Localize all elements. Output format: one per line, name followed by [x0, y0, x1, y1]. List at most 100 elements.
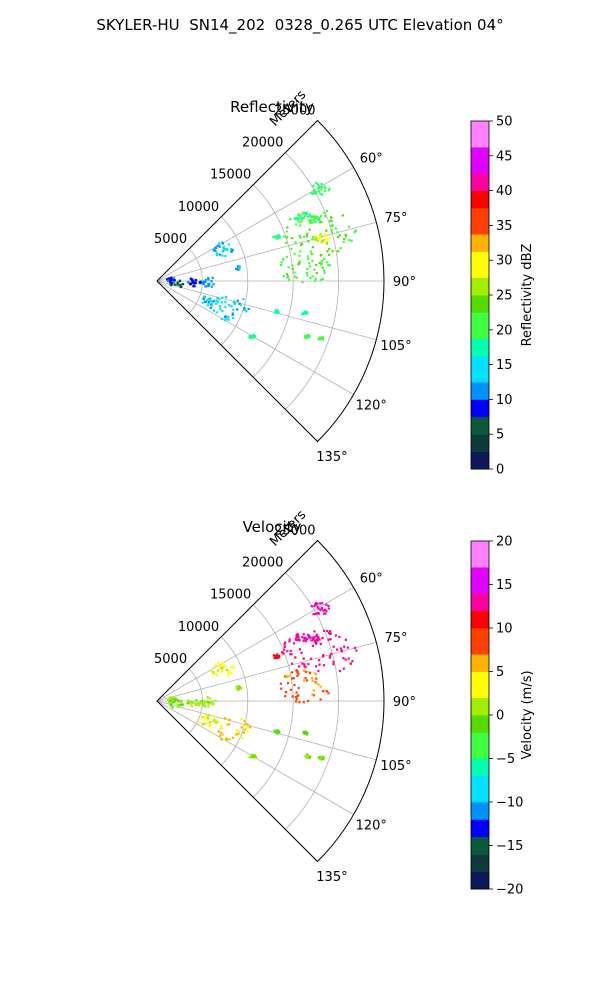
echo-pixel	[282, 652, 285, 655]
colorbar-segment	[471, 845, 489, 855]
echo-pixel	[298, 234, 301, 237]
echo-pixel	[242, 731, 245, 734]
echo-pixel	[225, 296, 228, 299]
echo-pixel	[169, 697, 172, 700]
echo-pixel	[327, 604, 330, 607]
echo-pixel	[202, 704, 205, 707]
colorbar-tick-label: 10	[496, 622, 513, 637]
azimuth-tick-label: 60°	[360, 151, 383, 166]
echo-pixel	[330, 220, 333, 223]
echo-pixel	[211, 669, 214, 672]
echo-pixel	[309, 671, 312, 675]
echo-pixel	[313, 217, 316, 220]
echo-pixel	[307, 670, 310, 673]
echo-pixel	[295, 223, 298, 226]
echo-pixel	[277, 234, 280, 237]
colorbar-segment	[471, 425, 489, 435]
echo-pixel	[311, 275, 314, 278]
colorbar-segment	[471, 147, 489, 157]
echo-pixel	[212, 671, 215, 674]
echo-pixel	[297, 687, 300, 690]
echo-pixel	[322, 269, 326, 272]
echo-cell	[201, 295, 219, 307]
echo-pixel	[286, 682, 290, 685]
echo-pixel	[284, 695, 287, 698]
echo-pixel	[300, 217, 303, 220]
echo-pixel	[174, 283, 177, 286]
echo-pixel	[302, 657, 305, 660]
echo-pixel	[301, 662, 304, 665]
echo-pixel	[298, 260, 301, 263]
echo-pixel	[220, 724, 223, 727]
echo-pixel	[236, 265, 239, 268]
echo-pixel	[327, 632, 330, 635]
echo-pixel	[306, 267, 309, 270]
echo-pixel	[236, 685, 239, 688]
echo-pixel	[283, 648, 286, 651]
echo-pixel	[318, 185, 321, 188]
colorbar-segment	[471, 390, 489, 400]
echo-pixel	[348, 225, 351, 228]
colorbar-segment	[471, 173, 489, 183]
figure-title: SKYLER-HU SN14_202 0328_0.265 UTC Elevat…	[96, 16, 504, 34]
echo-pixel	[214, 673, 217, 676]
echo-pixel	[341, 214, 344, 217]
echo-pixel	[355, 649, 358, 652]
echo-pixel	[309, 276, 312, 279]
echo-pixel	[214, 249, 217, 252]
echo-pixel	[169, 281, 172, 284]
colorbar-segment	[471, 242, 489, 252]
echo-pixel	[311, 192, 314, 195]
echo-pixel	[274, 731, 277, 734]
echo-pixel	[285, 230, 289, 233]
colorbar-segment	[471, 408, 489, 418]
echo-pixel	[326, 238, 329, 241]
sector-frame	[156, 119, 385, 443]
echo-pixel	[227, 671, 230, 674]
echo-pixel	[218, 298, 221, 301]
echo-pixel	[282, 258, 285, 261]
echo-pixel	[318, 237, 321, 240]
echo-pixel	[171, 278, 174, 281]
echo-pixel	[218, 665, 222, 668]
echo-pixel	[223, 738, 226, 741]
range-tick-label: 15000	[210, 588, 251, 603]
echo-pixel	[324, 612, 327, 615]
echo-pixel	[306, 274, 309, 277]
echo-pixel	[227, 674, 230, 677]
echo-pixel	[243, 309, 246, 312]
echo-pixel	[222, 661, 225, 664]
echo-pixel	[296, 670, 299, 673]
echo-pixel	[209, 303, 213, 306]
echo-pixel	[329, 638, 332, 641]
echo-pixel	[275, 656, 278, 659]
echo-pixel	[222, 664, 225, 667]
range-tick-label: 10000	[178, 200, 219, 215]
echo-pixel	[346, 646, 349, 649]
echo-pixel	[231, 313, 234, 316]
echo-pixel	[295, 698, 298, 701]
echo-pixel	[222, 247, 225, 250]
colorbar-segment	[471, 723, 489, 733]
echo-pixel	[331, 224, 334, 227]
echo-pixel	[251, 336, 255, 339]
echo-pixel	[308, 265, 311, 268]
echo-pixel	[205, 280, 208, 283]
echo-pixel	[302, 669, 306, 672]
echo-cell	[294, 632, 312, 643]
echo-pixel	[338, 234, 341, 237]
echo-pixel	[308, 335, 311, 338]
echo-pixel	[319, 685, 322, 688]
echo-cell	[235, 685, 243, 691]
echo-cell	[302, 730, 309, 736]
echo-pixel	[214, 721, 217, 724]
echo-pixel	[327, 264, 330, 267]
echo-pixel	[306, 633, 310, 637]
colorbar-segment	[471, 347, 489, 357]
echo-pixel	[224, 315, 227, 318]
echo-pixel	[254, 754, 257, 758]
echo-pixel	[320, 241, 323, 244]
echo-pixel	[338, 635, 341, 638]
echo-pixel	[322, 654, 325, 657]
echo-pixel	[309, 636, 312, 639]
